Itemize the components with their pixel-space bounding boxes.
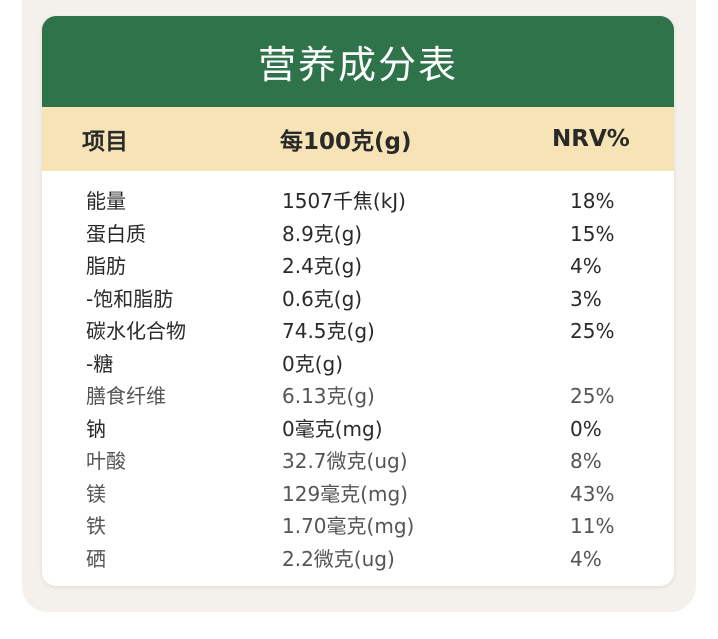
table-row: 铁 1.70毫克(mg) 11% — [42, 510, 674, 543]
nutrient-nrv: 18% — [570, 189, 615, 213]
table-row: 碳水化合物 74.5克(g) 25% — [42, 315, 674, 348]
nutrient-amount: 74.5克(g) — [282, 319, 375, 343]
header-item: 项目 — [82, 129, 128, 155]
table-row: -糖 0克(g) — [42, 348, 674, 381]
header-nrv: NRV% — [552, 126, 630, 152]
table-row: -饱和脂肪 0.6克(g) 3% — [42, 283, 674, 316]
nutrient-name: 镁 — [86, 481, 106, 506]
nutrient-amount: 2.2微克(ug) — [282, 546, 395, 571]
nutrient-amount: 0毫克(mg) — [282, 416, 383, 441]
nutrient-name: -糖 — [86, 351, 114, 376]
nutrient-nrv: 25% — [570, 384, 615, 408]
nutrient-amount: 1.70毫克(mg) — [282, 514, 415, 538]
nutrient-amount: 0克(g) — [282, 351, 344, 376]
nutrient-nrv: 25% — [570, 319, 615, 343]
table-row: 硒 2.2微克(ug) 4% — [42, 543, 674, 576]
nutrition-facts-card: 营养成分表 项目 每100克(g) NRV% 能量 1507千焦(kJ) 18%… — [42, 16, 674, 586]
nutrient-nrv: 8% — [570, 449, 602, 473]
table-row: 镁 129毫克(mg) 43% — [42, 478, 674, 511]
table-row: 膳食纤维 6.13克(g) 25% — [42, 380, 674, 413]
nutrient-nrv: 43% — [570, 481, 615, 506]
nutrient-name: 膳食纤维 — [86, 384, 166, 408]
nutrient-nrv: 4% — [570, 546, 602, 571]
nutrient-amount: 6.13克(g) — [282, 384, 375, 408]
nutrition-rows: 能量 1507千焦(kJ) 18% 蛋白质 8.9克(g) 15% 脂肪 2.4… — [42, 171, 674, 575]
nutrient-nrv: 11% — [570, 514, 615, 538]
nutrient-name: 碳水化合物 — [86, 319, 186, 343]
nutrient-name: 蛋白质 — [86, 221, 146, 246]
nutrient-name: 钠 — [86, 416, 106, 441]
table-row: 蛋白质 8.9克(g) 15% — [42, 218, 674, 251]
header-per-100g: 每100克(g) — [280, 129, 412, 155]
nutrient-name: 脂肪 — [86, 254, 126, 278]
nutrient-name: 叶酸 — [86, 449, 126, 473]
nutrient-name: -饱和脂肪 — [86, 286, 174, 311]
nutrient-amount: 129毫克(mg) — [282, 481, 408, 506]
nutrient-name: 硒 — [86, 546, 106, 571]
nutrient-amount: 8.9克(g) — [282, 221, 363, 246]
nutrient-nrv: 0% — [570, 416, 602, 441]
table-row: 钠 0毫克(mg) 0% — [42, 413, 674, 446]
nutrient-amount: 32.7微克(ug) — [282, 449, 408, 473]
nutrient-nrv: 15% — [570, 221, 615, 246]
nutrient-nrv: 3% — [570, 286, 602, 311]
table-row: 能量 1507千焦(kJ) 18% — [42, 185, 674, 218]
nutrient-name: 能量 — [86, 189, 126, 213]
table-row: 脂肪 2.4克(g) 4% — [42, 250, 674, 283]
nutrient-amount: 0.6克(g) — [282, 286, 363, 311]
table-row: 叶酸 32.7微克(ug) 8% — [42, 445, 674, 478]
nutrient-amount: 2.4克(g) — [282, 254, 363, 278]
nutrient-amount: 1507千焦(kJ) — [282, 189, 406, 213]
nutrient-nrv: 4% — [570, 254, 602, 278]
nutrient-name: 铁 — [86, 514, 106, 538]
nutrition-table-title: 营养成分表 — [42, 16, 674, 107]
table-header-row: 项目 每100克(g) NRV% — [42, 107, 674, 171]
